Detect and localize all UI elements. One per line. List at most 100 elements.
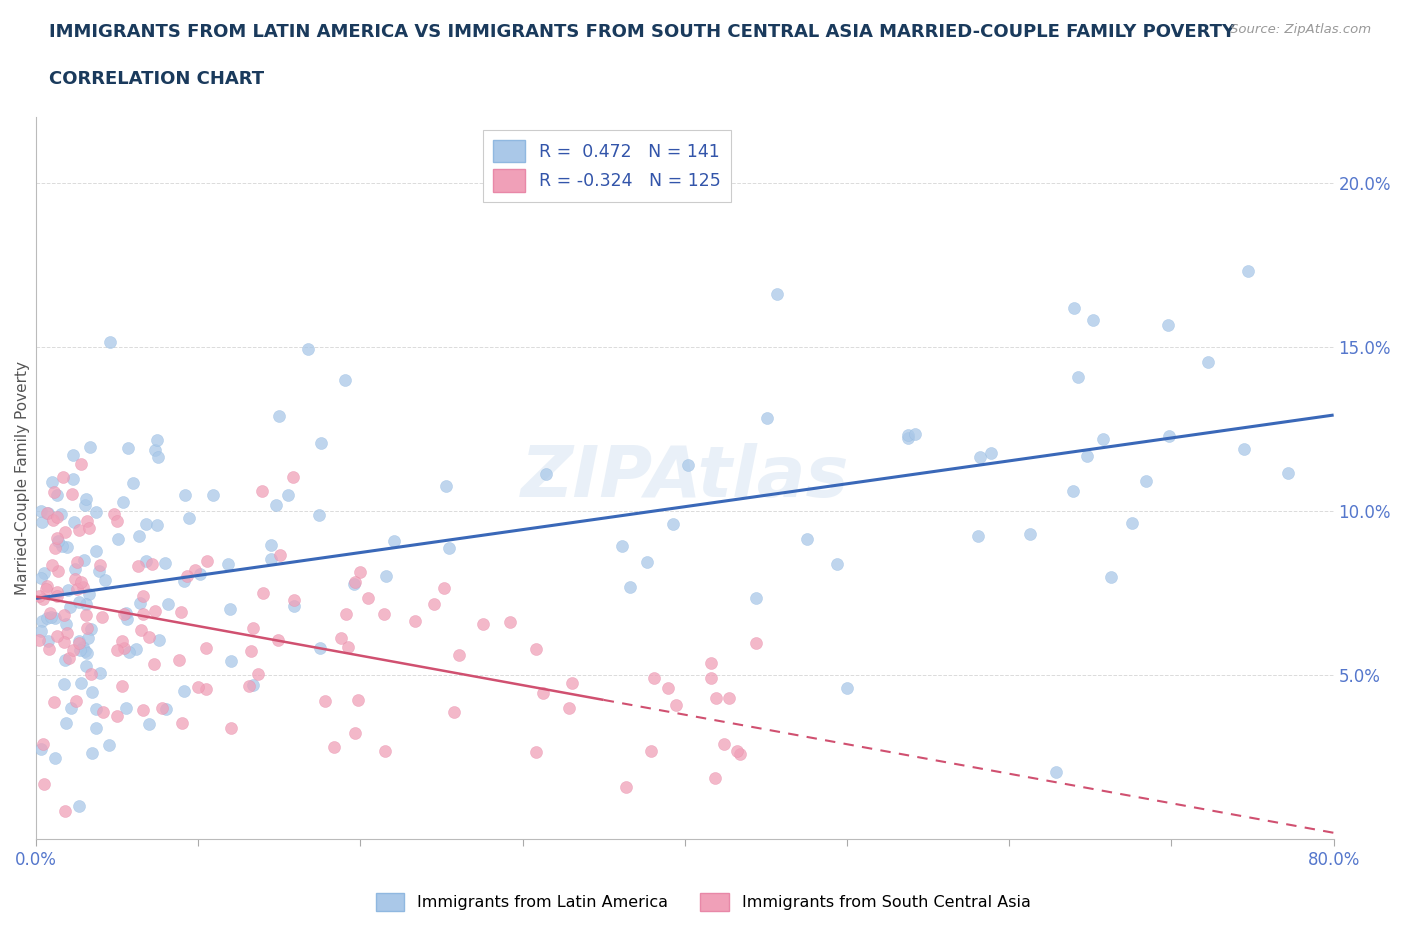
Point bbox=[447, 647, 470, 662]
Point bbox=[526, 642, 548, 657]
Point bbox=[77, 587, 100, 602]
Point bbox=[700, 656, 723, 671]
Point bbox=[756, 411, 779, 426]
Point bbox=[252, 586, 274, 601]
Legend: R =  0.472   N = 141, R = -0.324   N = 125: R = 0.472 N = 141, R = -0.324 N = 125 bbox=[484, 129, 731, 202]
Point bbox=[55, 626, 77, 641]
Point bbox=[114, 605, 136, 620]
Point bbox=[62, 643, 84, 658]
Point bbox=[187, 680, 209, 695]
Point bbox=[111, 495, 134, 510]
Point bbox=[82, 745, 104, 760]
Point bbox=[39, 609, 62, 624]
Point bbox=[97, 737, 120, 752]
Point bbox=[143, 656, 166, 671]
Point bbox=[135, 517, 157, 532]
Point bbox=[1091, 432, 1114, 446]
Point bbox=[32, 565, 55, 580]
Point bbox=[143, 442, 166, 457]
Point bbox=[114, 700, 136, 715]
Point bbox=[65, 693, 87, 708]
Point bbox=[42, 485, 65, 499]
Point bbox=[703, 771, 725, 786]
Point bbox=[194, 640, 217, 655]
Point bbox=[283, 599, 305, 614]
Point bbox=[32, 591, 55, 606]
Point bbox=[129, 596, 152, 611]
Point bbox=[640, 743, 662, 758]
Point bbox=[423, 597, 446, 612]
Point bbox=[610, 538, 633, 553]
Point bbox=[67, 523, 90, 538]
Point bbox=[382, 533, 405, 548]
Point bbox=[55, 539, 77, 554]
Point bbox=[66, 555, 89, 570]
Point bbox=[103, 507, 125, 522]
Point bbox=[349, 565, 371, 579]
Point bbox=[1101, 569, 1123, 584]
Point bbox=[89, 557, 111, 572]
Point bbox=[242, 620, 264, 635]
Point bbox=[636, 554, 658, 569]
Point bbox=[79, 667, 101, 682]
Point bbox=[91, 705, 114, 720]
Point bbox=[433, 580, 456, 595]
Point bbox=[73, 644, 96, 659]
Point bbox=[30, 571, 52, 586]
Point bbox=[173, 684, 195, 698]
Point bbox=[45, 530, 67, 545]
Point bbox=[52, 677, 75, 692]
Point bbox=[662, 516, 685, 531]
Point bbox=[309, 436, 332, 451]
Point bbox=[51, 506, 73, 521]
Point bbox=[219, 721, 242, 736]
Point bbox=[335, 373, 357, 388]
Point bbox=[60, 700, 83, 715]
Point bbox=[309, 640, 332, 655]
Point bbox=[730, 747, 752, 762]
Point bbox=[32, 777, 55, 791]
Point bbox=[619, 580, 641, 595]
Point bbox=[825, 556, 848, 571]
Point bbox=[1045, 764, 1067, 779]
Point bbox=[67, 633, 90, 648]
Point bbox=[498, 615, 520, 630]
Point bbox=[45, 589, 67, 604]
Point bbox=[53, 608, 76, 623]
Point bbox=[46, 533, 69, 548]
Text: ZIPAtlas: ZIPAtlas bbox=[520, 444, 849, 512]
Point bbox=[63, 562, 86, 577]
Point bbox=[69, 457, 91, 472]
Point bbox=[53, 652, 76, 667]
Point bbox=[1063, 301, 1085, 316]
Point bbox=[197, 553, 219, 568]
Point bbox=[277, 487, 299, 502]
Point bbox=[524, 745, 547, 760]
Point bbox=[35, 505, 58, 520]
Point bbox=[766, 286, 789, 301]
Point bbox=[75, 491, 97, 506]
Point bbox=[72, 640, 94, 655]
Point bbox=[76, 645, 98, 660]
Point bbox=[73, 498, 96, 512]
Point bbox=[531, 685, 554, 700]
Point bbox=[437, 540, 460, 555]
Text: IMMIGRANTS FROM LATIN AMERICA VS IMMIGRANTS FROM SOUTH CENTRAL ASIA MARRIED-COUP: IMMIGRANTS FROM LATIN AMERICA VS IMMIGRA… bbox=[49, 23, 1236, 41]
Point bbox=[46, 629, 69, 644]
Point bbox=[127, 558, 149, 573]
Point bbox=[344, 725, 367, 740]
Point bbox=[55, 617, 77, 631]
Point bbox=[30, 624, 52, 639]
Point bbox=[38, 605, 60, 620]
Point bbox=[665, 698, 688, 713]
Point bbox=[41, 558, 63, 573]
Point bbox=[374, 744, 396, 759]
Point bbox=[44, 751, 66, 765]
Point bbox=[375, 569, 398, 584]
Point bbox=[131, 606, 153, 621]
Point bbox=[1159, 429, 1181, 444]
Point bbox=[240, 644, 263, 658]
Point bbox=[58, 650, 80, 665]
Point bbox=[79, 440, 101, 455]
Point bbox=[146, 518, 169, 533]
